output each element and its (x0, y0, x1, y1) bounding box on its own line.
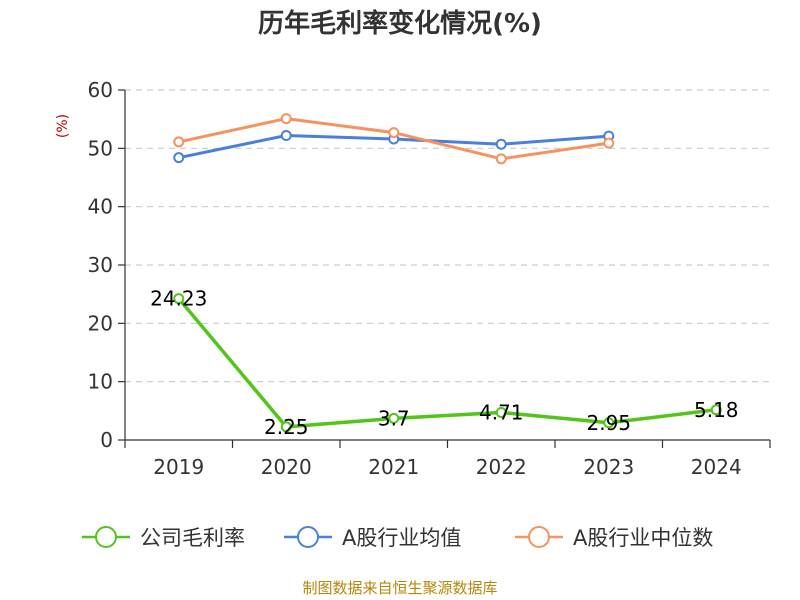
axes: 0 10 20 30 40 50 60 2019 2020 2021 2022 2023 2024 (88, 78, 771, 479)
data-point (280, 113, 292, 125)
legend-label: 公司毛利率 (140, 526, 245, 550)
x-tick-label: 2021 (368, 455, 419, 479)
data-label: 3.7 (378, 406, 410, 430)
data-label: 2.25 (264, 415, 309, 439)
y-tick-label: 10 (88, 370, 113, 394)
data-label: 24.23 (150, 287, 207, 311)
data-label: 2.95 (586, 411, 631, 435)
data-point (173, 293, 185, 305)
legend-label: A股行业均值 (342, 526, 461, 550)
data-point (495, 138, 507, 150)
series-line-1 (177, 297, 717, 429)
data-labels: 24.23 2.25 3.7 4.71 2.95 5.18 (150, 287, 738, 439)
y-tick-label: 50 (88, 136, 113, 160)
chart-title: 历年毛利率变化情况(%) (258, 8, 542, 39)
x-tick-label: 2023 (583, 455, 634, 479)
y-tick-label: 60 (88, 78, 113, 102)
data-point (173, 136, 185, 148)
x-tick-label: 2019 (153, 455, 204, 479)
data-point (280, 130, 292, 141)
data-point (280, 421, 292, 433)
y-tick-label: 40 (88, 195, 113, 219)
data-point (710, 404, 722, 416)
data-point (388, 412, 400, 424)
series-layer (173, 113, 722, 433)
data-point (495, 407, 507, 419)
legend: 公司毛利率 A股行业均值 A股行业中位数 (82, 526, 713, 550)
y-axis-unit-label: (%) (55, 114, 71, 138)
data-point (388, 127, 400, 139)
data-label: 5.18 (694, 398, 739, 422)
grid-lines (125, 89, 770, 383)
data-point (173, 152, 185, 164)
x-tick-label: 2020 (261, 455, 312, 479)
legend-marker (297, 526, 319, 548)
legend-marker (95, 526, 117, 548)
legend-marker (528, 526, 550, 548)
y-tick-label: 30 (88, 253, 113, 277)
data-point (495, 153, 507, 165)
y-tick-label: 20 (88, 311, 113, 335)
y-tick-label: 0 (100, 428, 113, 452)
x-tick-label: 2022 (476, 455, 527, 479)
x-tick-label: 2024 (691, 455, 742, 479)
data-point (603, 137, 615, 149)
data-label: 4.71 (479, 401, 524, 425)
data-point (603, 417, 615, 429)
source-note: 制图数据来自恒生聚源数据库 (302, 579, 497, 597)
legend-label: A股行业中位数 (573, 526, 713, 550)
